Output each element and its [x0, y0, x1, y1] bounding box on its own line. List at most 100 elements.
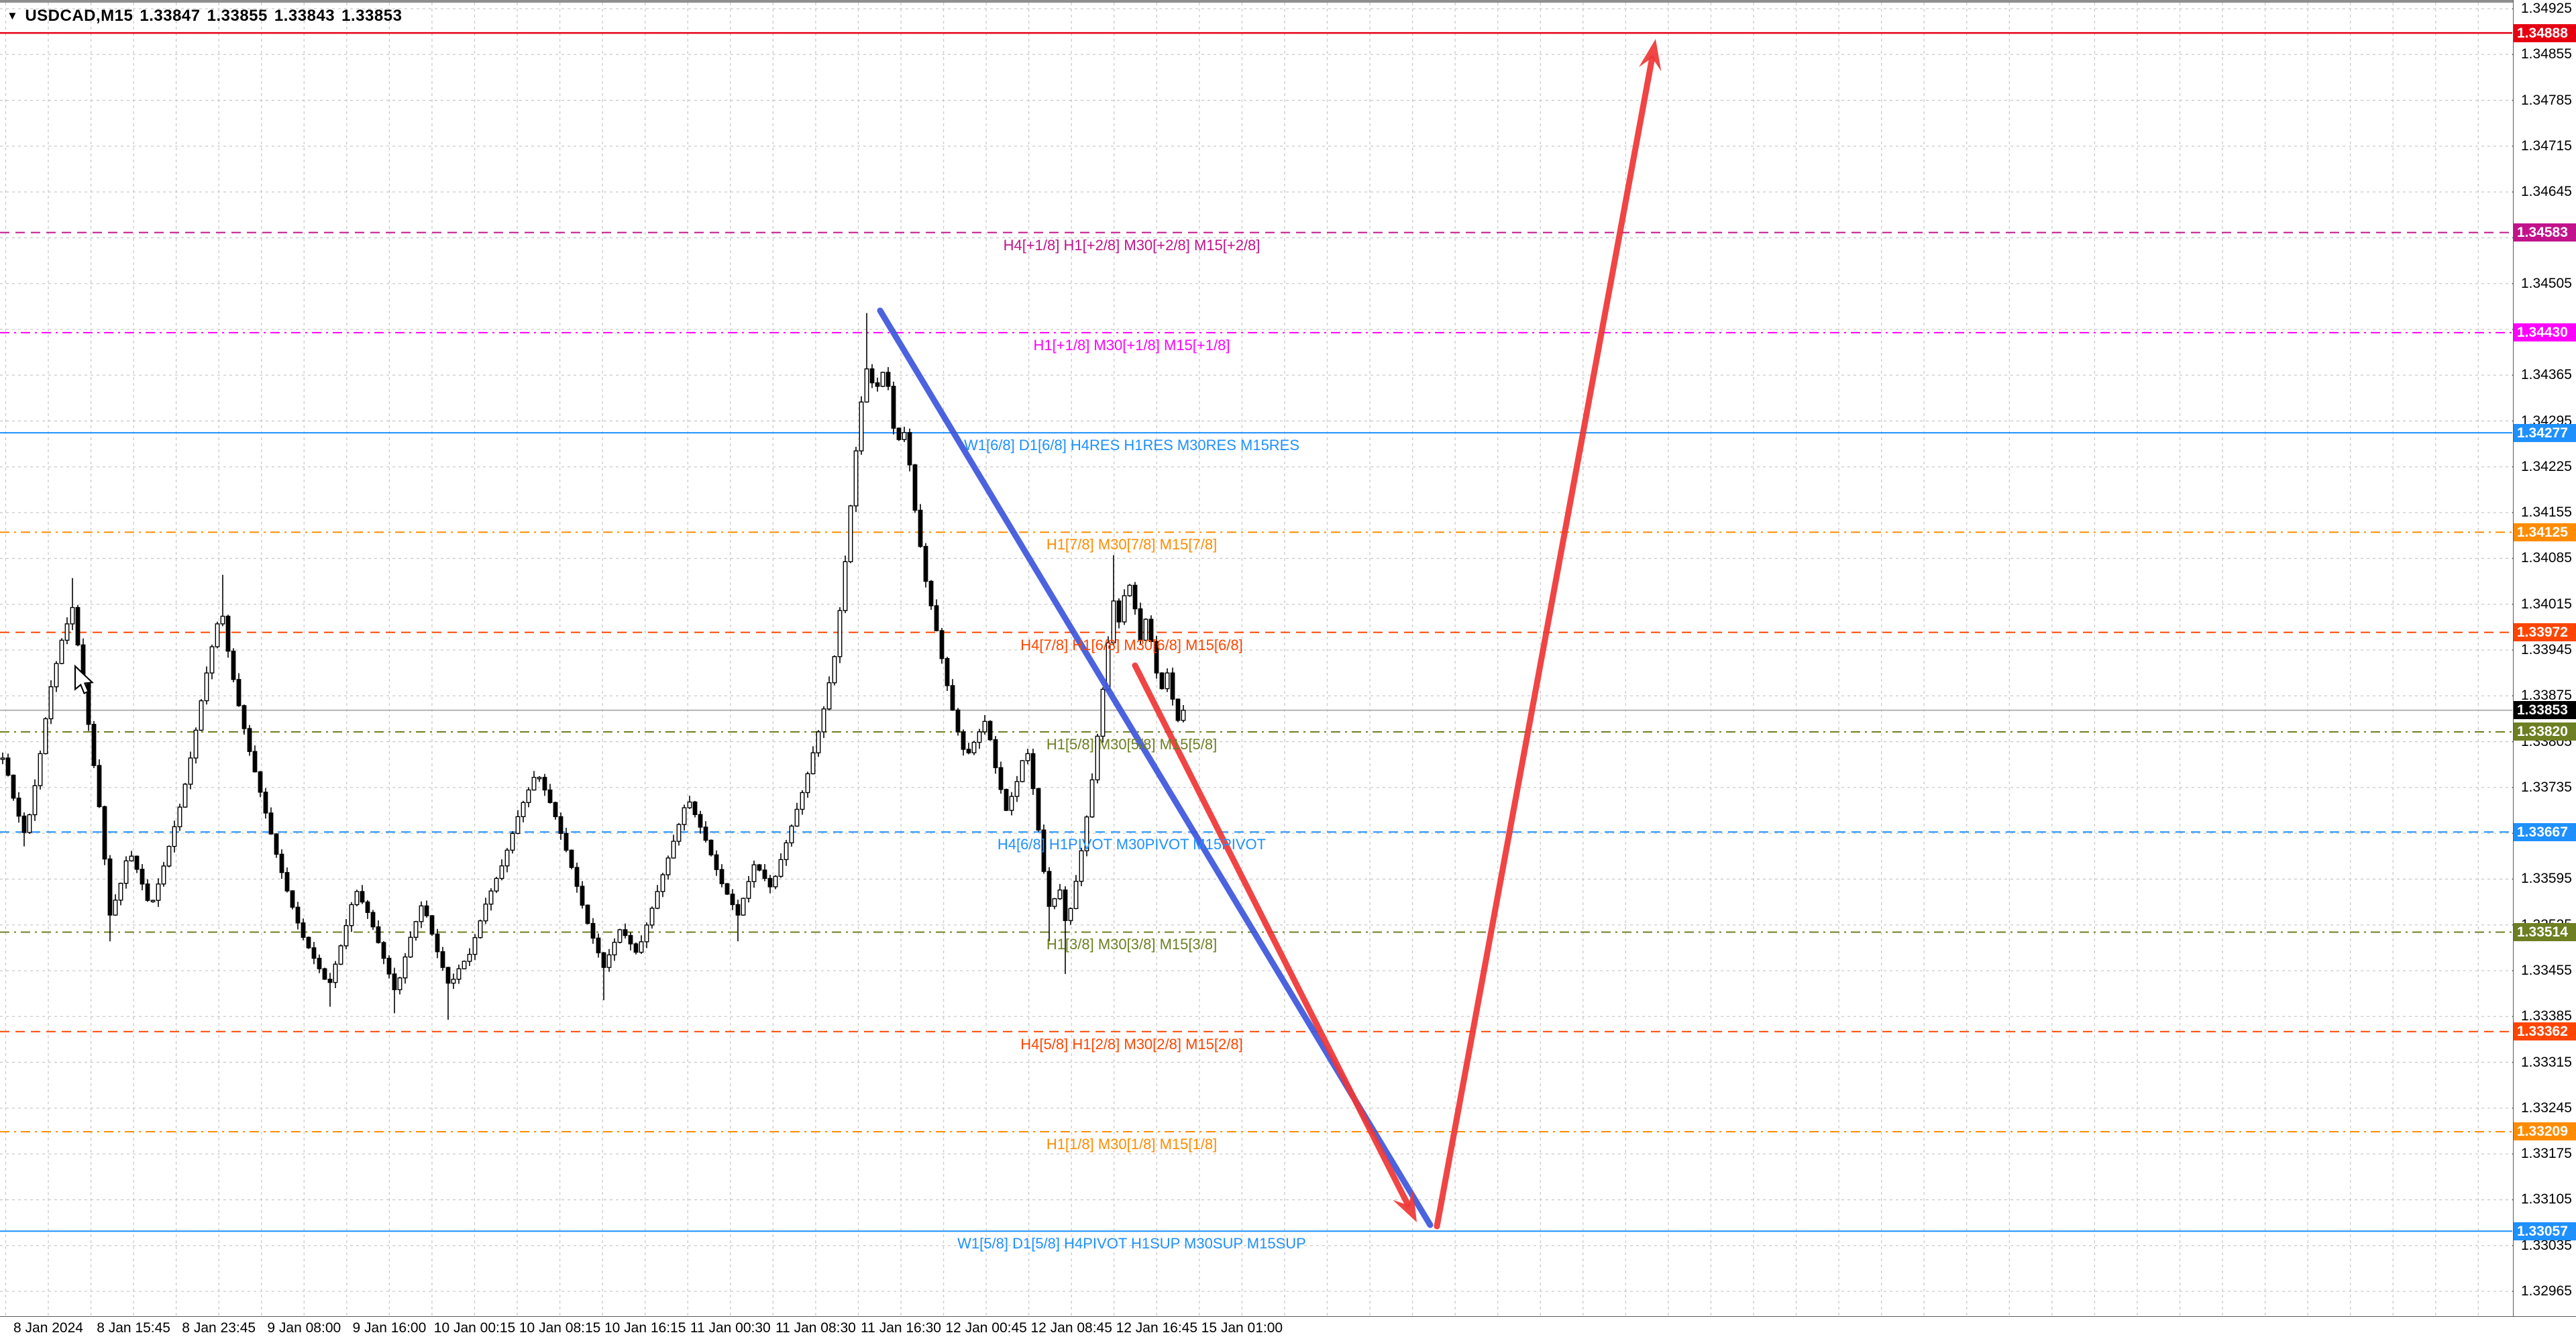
price-axis-label: 1.33245: [2521, 1100, 2572, 1116]
candle-body: [38, 753, 43, 786]
candle-body: [671, 841, 676, 859]
candle-body: [338, 945, 343, 965]
arrowhead-icon: [1638, 39, 1662, 72]
candle-body: [542, 777, 547, 791]
candle-body: [467, 953, 472, 962]
candle-body: [848, 505, 853, 563]
candle-body: [880, 372, 885, 387]
candle-body: [623, 929, 628, 936]
candle-body: [392, 973, 397, 990]
candle-body: [209, 646, 215, 674]
red-up-arrow-shaft[interactable]: [1434, 56, 1656, 1230]
candle-body: [150, 900, 156, 902]
price-axis-label: 1.34855: [2521, 46, 2572, 62]
candle-body: [1041, 829, 1046, 872]
candle-body: [918, 509, 923, 547]
candle-body: [875, 382, 880, 387]
time-axis[interactable]: [0, 1316, 2576, 1339]
candle-body: [864, 368, 869, 403]
murrey-level-label: H1[7/8] M30[7/8] M15[7/8]: [1046, 536, 1218, 553]
candle-body: [483, 903, 488, 922]
candle-body: [531, 777, 537, 791]
murrey-level-label: H4[7/8] H1[6/8] M30[6/8] M15[6/8]: [1020, 636, 1243, 653]
candle-body: [810, 752, 816, 775]
candle-body: [59, 639, 64, 664]
candle-body: [268, 812, 274, 835]
candle-body: [349, 904, 354, 926]
candle-body: [751, 864, 757, 882]
candle-body: [1063, 889, 1068, 921]
candle-body: [451, 978, 456, 984]
murrey-level-label: H1[+1/8] M30[+1/8] M15[+1/8]: [1033, 336, 1230, 354]
candle-body: [386, 957, 392, 975]
candle-body: [161, 865, 166, 885]
candle-body: [252, 751, 258, 773]
price-axis-label: 1.33735: [2521, 779, 2572, 795]
candle-body: [306, 936, 311, 949]
time-axis-label: 8 Jan 2024: [13, 1320, 83, 1336]
level-price-badge: 1.33667: [2514, 822, 2576, 841]
candle-body: [75, 606, 80, 646]
candle-body: [435, 933, 440, 953]
axis-ticks: [48, 8, 2518, 1320]
candle-body: [692, 801, 698, 815]
candle-body: [1175, 698, 1181, 721]
candle-body: [773, 875, 778, 888]
candle-body: [21, 815, 27, 833]
candle-body: [1004, 789, 1009, 811]
candle-body: [1132, 584, 1138, 610]
candle-body: [832, 656, 837, 684]
red-down-arrow[interactable]: [1132, 662, 1417, 1222]
level-price-badge: 1.33362: [2514, 1022, 2576, 1041]
candle-body: [1046, 871, 1052, 907]
candle-body: [43, 718, 48, 755]
price-axis[interactable]: [2513, 0, 2576, 1316]
candle-body: [617, 929, 623, 943]
candle-body: [284, 871, 290, 892]
candle-body: [553, 802, 558, 818]
candle-body: [928, 580, 934, 606]
price-axis-label: 1.33945: [2521, 642, 2572, 657]
murrey-level-label: H4[6/8] H1PIVOT M30PIVOT M15PIVOT: [997, 836, 1267, 853]
candle-body: [494, 877, 499, 892]
candle-body: [478, 920, 483, 939]
candle-body: [1111, 600, 1116, 643]
candle-body: [1165, 672, 1170, 690]
murrey-level-label: H4[5/8] H1[2/8] M30[2/8] M15[2/8]: [1020, 1035, 1243, 1053]
candle-body: [429, 915, 435, 935]
candle-body: [193, 729, 199, 759]
candle-body: [784, 842, 789, 861]
candle-body: [703, 826, 708, 841]
candle-body: [274, 833, 279, 855]
candle-body: [1014, 781, 1020, 797]
level-price-badge: 1.34888: [2514, 23, 2576, 42]
candle-body: [789, 825, 794, 844]
candle-body: [724, 883, 730, 895]
red-up-arrow[interactable]: [1434, 39, 1662, 1230]
candle-body: [134, 855, 140, 870]
candle-body: [1143, 619, 1148, 641]
candle-body: [123, 860, 129, 884]
candle-body: [843, 561, 848, 611]
price-axis-label: 1.33875: [2521, 688, 2572, 704]
candle-body: [343, 924, 349, 947]
candle-body: [295, 906, 301, 924]
candle-body: [510, 833, 515, 851]
candle-body: [301, 922, 306, 938]
candle-body: [402, 956, 408, 979]
candle-body: [472, 936, 478, 955]
candle-body: [585, 904, 590, 924]
candle-body: [177, 806, 182, 828]
red-down-arrow-shaft[interactable]: [1132, 662, 1411, 1208]
candle-body: [982, 720, 987, 733]
candle-body: [628, 934, 633, 945]
candle-body: [376, 926, 381, 943]
price-axis-label: 1.33105: [2521, 1191, 2572, 1208]
candle-body: [48, 686, 54, 720]
candle-body: [1052, 898, 1057, 907]
symbol-dropdown-icon[interactable]: ▼: [7, 9, 19, 22]
candle-body: [859, 401, 864, 451]
candle-body: [805, 773, 810, 794]
price-axis-label: 1.34155: [2521, 504, 2572, 521]
